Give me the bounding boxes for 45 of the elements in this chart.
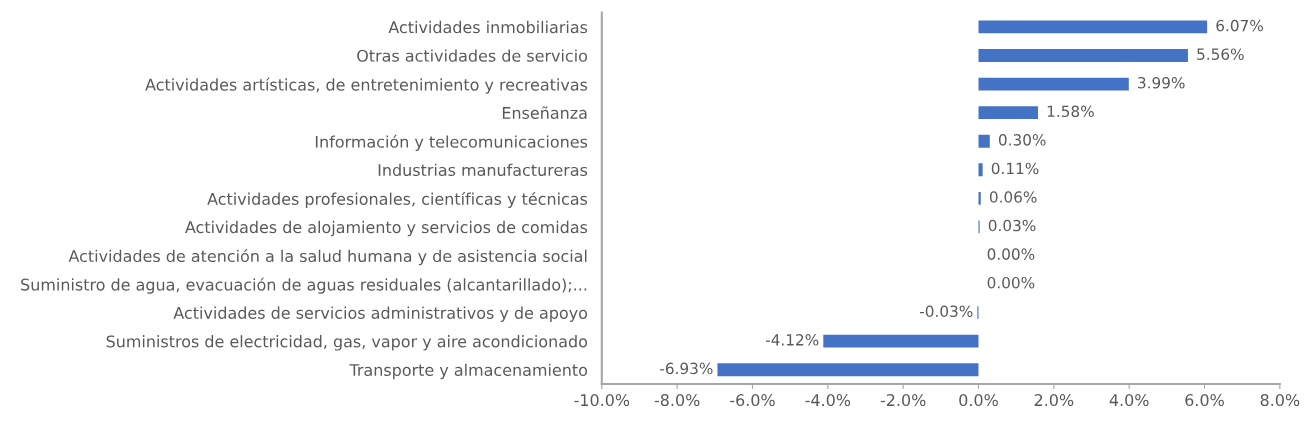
x-tick-label: 0.0% <box>959 394 998 407</box>
data-label: 0.30% <box>998 134 1046 146</box>
data-label: 3.99% <box>1138 76 1185 89</box>
x-tick-label: 4.0% <box>1109 394 1149 407</box>
data-label: 6.07% <box>1216 19 1263 32</box>
x-tick-label: -8.0% <box>654 394 700 407</box>
x-tick-label: -10.0% <box>574 394 630 407</box>
bar <box>978 191 981 205</box>
y-tick-label: Actividades artísticas, de entretenimiento y recreativas <box>145 77 588 94</box>
y-tick-label: Industrias manufactureras <box>378 163 588 177</box>
bar <box>717 363 979 377</box>
data-label: -6.93% <box>660 362 713 375</box>
data-label: 5.56% <box>1197 48 1244 60</box>
y-tick-label: Suministro de agua, evacuación de aguas residuales (alcantarillado);... <box>21 277 587 294</box>
bar <box>978 77 1129 91</box>
data-label: 0.06% <box>989 191 1037 203</box>
y-tick-label: Actividades inmobiliarias <box>388 20 588 34</box>
y-tick-label: Transporte y almacenamiento <box>349 363 588 380</box>
data-label: 1.58% <box>1047 105 1094 118</box>
x-tick-label: 6.0% <box>1185 394 1224 407</box>
data-label: 0.00% <box>987 276 1035 289</box>
bar <box>823 334 979 348</box>
y-tick-label: Actividades de alojamiento y servicios de comidas <box>185 220 588 237</box>
bar <box>978 163 983 177</box>
bar <box>978 106 1039 120</box>
y-tick-label: Otras actividades de servicio <box>357 49 588 62</box>
x-tick-label: -2.0% <box>880 394 926 407</box>
y-tick-label: Información y telecomunicaciones <box>315 134 588 151</box>
data-label: 0.03% <box>988 219 1036 232</box>
x-tick-label: 8.0% <box>1260 394 1300 407</box>
y-tick-label: Actividades profesionales, científicas y técnicas <box>207 191 588 209</box>
bar <box>978 49 1188 62</box>
bar <box>978 20 1208 34</box>
x-tick-label: 2.0% <box>1034 394 1074 407</box>
y-tick-label: Actividades de atención a la salud humana y de asistencia social <box>68 249 587 266</box>
data-label: 0.00% <box>987 248 1035 260</box>
x-tick-label: -6.0% <box>730 394 775 407</box>
x-tick-label: -4.0% <box>805 394 851 407</box>
bar <box>978 134 990 148</box>
data-label: -0.03% <box>920 305 973 318</box>
y-tick-label: Actividades de servicios administrativos y de apoyo <box>173 306 588 322</box>
y-tick-label: Enseñanza <box>502 106 587 119</box>
data-label: -4.12% <box>765 334 819 346</box>
data-label: 0.11% <box>991 162 1039 175</box>
y-tick-label: Suministros de electricidad, gas, vapor y aire acondicionado <box>106 335 588 351</box>
